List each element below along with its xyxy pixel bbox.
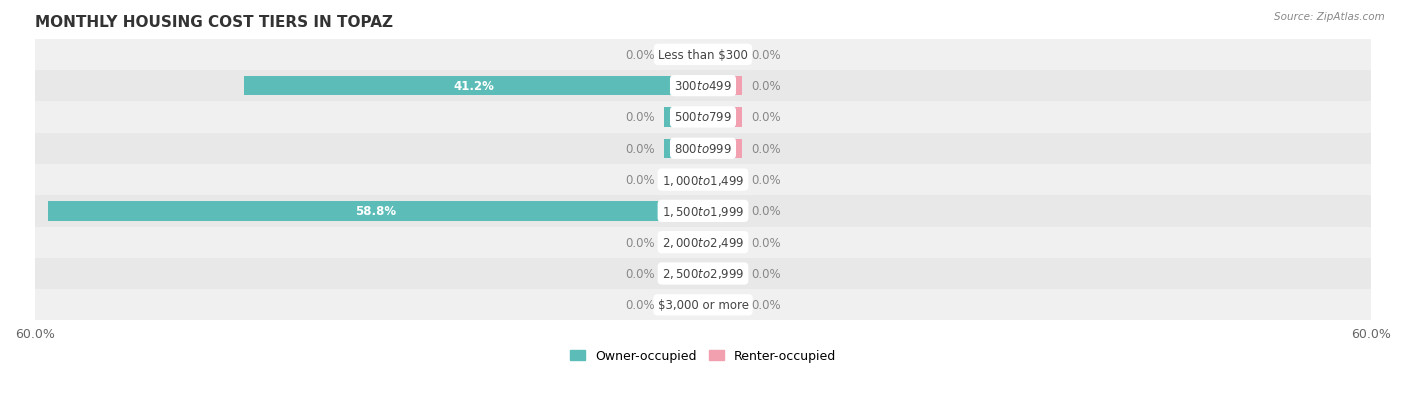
Bar [664,171,703,190]
Bar [703,264,742,283]
Bar [703,233,742,252]
Text: 0.0%: 0.0% [751,236,780,249]
Text: 41.2%: 41.2% [453,80,494,93]
Text: $500 to $799: $500 to $799 [673,111,733,124]
Text: $3,000 or more: $3,000 or more [658,299,748,311]
Bar [35,71,1371,102]
Text: MONTHLY HOUSING COST TIERS IN TOPAZ: MONTHLY HOUSING COST TIERS IN TOPAZ [35,15,392,30]
Text: 0.0%: 0.0% [751,111,780,124]
Bar [703,45,742,65]
Text: $2,000 to $2,499: $2,000 to $2,499 [662,236,744,249]
Bar [703,202,742,221]
Bar [35,227,1371,258]
Text: 0.0%: 0.0% [751,299,780,311]
Bar [35,196,1371,227]
Text: 0.0%: 0.0% [626,173,655,187]
Legend: Owner-occupied, Renter-occupied: Owner-occupied, Renter-occupied [565,344,841,367]
Bar [35,258,1371,290]
Bar [35,40,1371,71]
Bar [35,290,1371,320]
Bar [703,77,742,96]
Text: 0.0%: 0.0% [626,267,655,280]
Bar [703,108,742,127]
Bar [35,164,1371,196]
Text: Source: ZipAtlas.com: Source: ZipAtlas.com [1274,12,1385,22]
Bar [48,202,703,221]
Text: 58.8%: 58.8% [356,205,396,218]
Bar [664,139,703,159]
Text: 0.0%: 0.0% [751,267,780,280]
Text: 0.0%: 0.0% [751,49,780,62]
Bar [664,295,703,315]
Bar [664,264,703,283]
Bar [35,102,1371,133]
Bar [664,233,703,252]
Text: $2,500 to $2,999: $2,500 to $2,999 [662,267,744,281]
Bar [245,77,703,96]
Text: Less than $300: Less than $300 [658,49,748,62]
Text: $1,500 to $1,999: $1,500 to $1,999 [662,204,744,218]
Bar [703,295,742,315]
Text: $800 to $999: $800 to $999 [673,142,733,155]
Text: 0.0%: 0.0% [626,111,655,124]
Bar [664,108,703,127]
Text: 0.0%: 0.0% [626,236,655,249]
Text: 0.0%: 0.0% [751,80,780,93]
Bar [703,171,742,190]
Text: 0.0%: 0.0% [751,173,780,187]
Bar [35,133,1371,164]
Text: 0.0%: 0.0% [626,142,655,155]
Text: 0.0%: 0.0% [751,142,780,155]
Text: 0.0%: 0.0% [751,205,780,218]
Text: 0.0%: 0.0% [626,49,655,62]
Text: $300 to $499: $300 to $499 [673,80,733,93]
Bar [664,45,703,65]
Bar [703,139,742,159]
Text: $1,000 to $1,499: $1,000 to $1,499 [662,173,744,187]
Text: 0.0%: 0.0% [626,299,655,311]
